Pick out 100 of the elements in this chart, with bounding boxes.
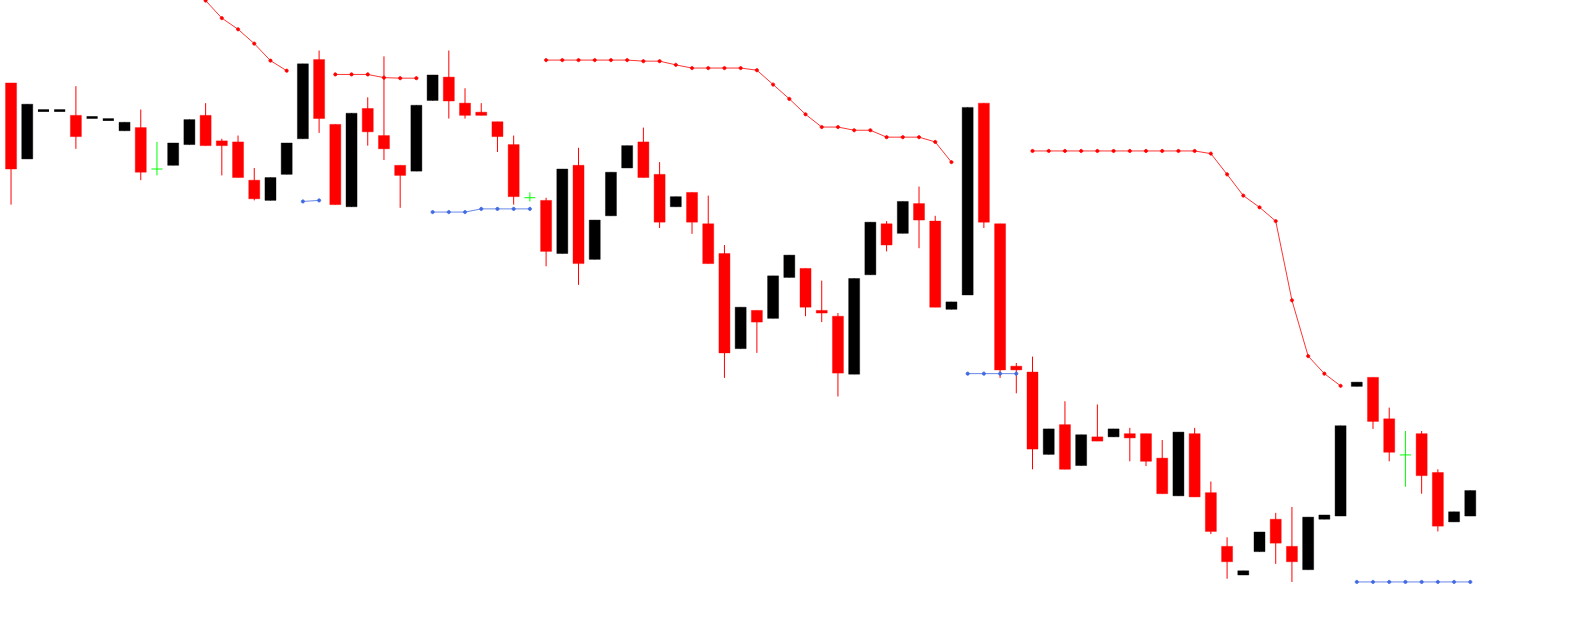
candlestick (1286, 506, 1298, 583)
point (1176, 148, 1181, 153)
point (1144, 148, 1149, 153)
candlestick (1253, 531, 1266, 553)
point (1306, 354, 1311, 359)
point (398, 76, 403, 81)
point (511, 206, 516, 211)
point (673, 62, 678, 67)
point (819, 125, 824, 130)
point (1014, 371, 1019, 376)
candlestick (816, 280, 828, 323)
point (981, 371, 986, 376)
point (1225, 172, 1230, 177)
point (1208, 151, 1213, 156)
point (1468, 579, 1473, 584)
point (284, 68, 289, 73)
point (657, 59, 662, 64)
point (1062, 148, 1067, 153)
point (1095, 148, 1100, 153)
point (1354, 579, 1359, 584)
point (754, 68, 759, 73)
candlestick (459, 87, 471, 120)
candlestick (1124, 427, 1136, 462)
point (381, 75, 386, 80)
point (625, 58, 630, 63)
point (1127, 148, 1132, 153)
candlestick (362, 96, 374, 147)
point (463, 210, 468, 215)
point (998, 371, 1003, 376)
candlestick (394, 164, 406, 209)
point (560, 58, 565, 63)
point (1046, 148, 1051, 153)
point (1160, 148, 1165, 153)
point (933, 139, 938, 144)
point (349, 72, 354, 77)
point (738, 66, 743, 71)
point (771, 82, 776, 87)
candlestick (150, 141, 163, 176)
candlestick (523, 191, 536, 202)
point (1192, 148, 1197, 153)
point (917, 135, 922, 140)
candlestick (264, 177, 277, 201)
point (787, 96, 792, 101)
point (1419, 579, 1424, 584)
point (1387, 579, 1392, 584)
candlestick (1399, 430, 1412, 488)
point (852, 128, 857, 133)
point (868, 128, 873, 133)
candlestick (1270, 512, 1282, 565)
point (333, 72, 338, 77)
point (495, 206, 500, 211)
point (1079, 148, 1084, 153)
point (300, 199, 305, 204)
point (592, 58, 597, 63)
candlestick (751, 309, 763, 354)
point (1111, 148, 1116, 153)
point (1403, 579, 1408, 584)
point (641, 59, 646, 64)
candlestick (880, 220, 893, 252)
point (1241, 193, 1246, 198)
point (900, 135, 905, 140)
candlestick (1010, 362, 1023, 394)
point (479, 206, 484, 211)
point (1371, 579, 1376, 584)
point (365, 72, 370, 77)
point (706, 66, 711, 71)
candlestick (167, 142, 179, 166)
point (1273, 219, 1278, 224)
candlestick (1091, 403, 1104, 442)
point (1030, 148, 1035, 153)
point (884, 135, 889, 140)
candlestick (248, 167, 260, 201)
candlestick (1221, 536, 1233, 580)
point (576, 58, 581, 63)
candlestick (783, 254, 796, 278)
candlestick (491, 121, 504, 153)
point (722, 66, 727, 71)
point (1452, 579, 1457, 584)
candlestick (621, 145, 633, 169)
point (430, 210, 435, 215)
point (527, 206, 532, 211)
candlestick (443, 50, 455, 120)
point (608, 58, 613, 63)
point (1322, 371, 1327, 376)
point (949, 160, 954, 165)
candlestick (216, 138, 228, 176)
candlestick (85, 116, 99, 119)
point (835, 125, 840, 130)
point (1338, 383, 1343, 388)
point (1435, 579, 1440, 584)
point (965, 371, 970, 376)
point (690, 66, 695, 71)
candlestick (913, 186, 925, 249)
point (446, 210, 451, 215)
point (317, 198, 322, 203)
point (544, 58, 549, 63)
candlestick (378, 55, 390, 161)
point (803, 112, 808, 117)
point (414, 76, 419, 81)
point (1289, 298, 1294, 303)
